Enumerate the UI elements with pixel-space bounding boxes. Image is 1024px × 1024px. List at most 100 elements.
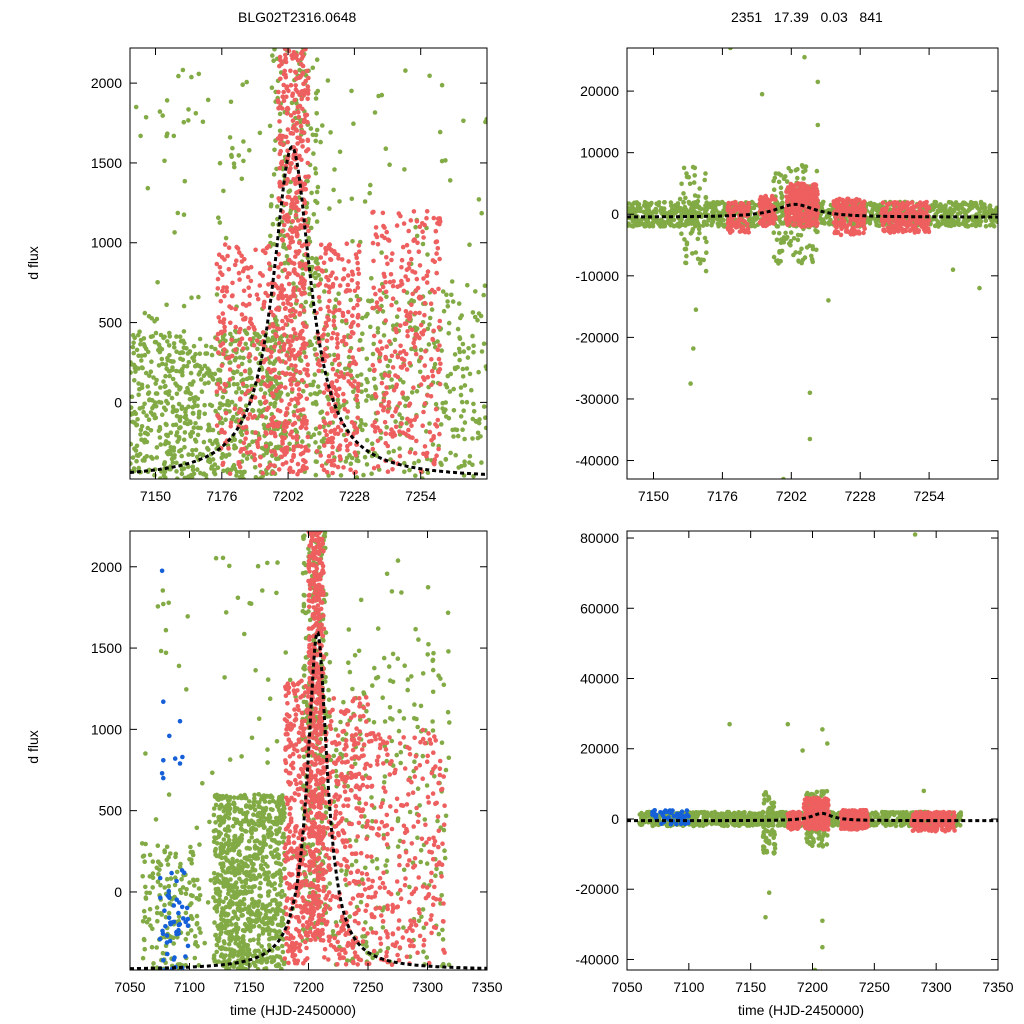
data-point [427, 73, 432, 79]
data-point [354, 393, 360, 399]
data-point [193, 421, 198, 426]
data-point [345, 409, 351, 414]
data-point [353, 252, 359, 257]
data-point [455, 326, 461, 332]
data-point [197, 336, 203, 342]
data-point [234, 473, 239, 478]
data-point [345, 443, 350, 449]
data-point [391, 448, 397, 454]
data-point [272, 431, 277, 436]
data-point [831, 199, 837, 204]
data-point [280, 142, 286, 148]
data-point [246, 354, 251, 360]
data-point [287, 346, 292, 352]
data-point [312, 391, 318, 396]
data-point [788, 230, 794, 235]
data-point [409, 423, 414, 429]
data-point [130, 394, 135, 400]
data-point [179, 406, 185, 412]
data-point [334, 378, 340, 384]
data-point [634, 222, 640, 228]
data-point [183, 475, 189, 479]
data-point [236, 153, 242, 158]
data-point [725, 208, 731, 213]
data-point [274, 307, 279, 312]
data-point [299, 61, 304, 67]
data-point [370, 240, 376, 246]
data-point [462, 383, 468, 388]
data-point [412, 237, 418, 242]
data-point [628, 207, 633, 212]
data-point [396, 211, 402, 216]
data-point [323, 247, 329, 253]
data-point [241, 476, 246, 479]
data-point [315, 184, 321, 190]
data-point [190, 452, 195, 458]
data-point [436, 325, 442, 330]
data-point [371, 333, 377, 339]
data-point [271, 415, 276, 420]
data-point [174, 391, 180, 397]
data-point [288, 294, 294, 300]
data-point [793, 182, 799, 187]
data-point [935, 222, 941, 227]
data-point [759, 91, 765, 97]
data-point [418, 469, 424, 475]
data-point [152, 415, 158, 421]
data-point [775, 224, 781, 229]
data-point [220, 336, 226, 342]
data-point [326, 453, 332, 459]
data-point [965, 224, 970, 229]
data-point [312, 372, 318, 377]
x-tick-label: 7150 [140, 488, 171, 504]
data-point [229, 293, 235, 299]
data-point [282, 428, 288, 434]
data-point [255, 441, 260, 447]
data-point [156, 399, 162, 405]
data-point [177, 448, 182, 454]
data-point [159, 412, 165, 418]
data-point [147, 373, 152, 379]
data-point [305, 91, 311, 96]
data-point [239, 361, 245, 367]
data-point [471, 409, 477, 414]
data-point [386, 373, 392, 379]
data-point [378, 296, 383, 301]
data-point [814, 168, 820, 174]
data-point [807, 223, 813, 228]
data-point [269, 349, 274, 355]
data-point [152, 319, 157, 324]
data-point [452, 352, 458, 357]
data-point [328, 130, 333, 135]
data-point [370, 305, 375, 311]
data-point [176, 436, 182, 442]
data-point [481, 341, 487, 347]
data-point [316, 295, 322, 300]
data-point [327, 420, 333, 426]
data-point [352, 288, 358, 294]
data-point [265, 373, 270, 379]
data-point [348, 461, 354, 467]
data-point [336, 256, 341, 261]
data-point [772, 213, 777, 218]
data-point [451, 434, 456, 439]
data-point [350, 313, 355, 319]
data-point [343, 438, 349, 443]
data-point [798, 196, 803, 202]
data-point [795, 215, 800, 220]
data-point [416, 249, 422, 254]
data-point [630, 224, 636, 229]
data-point [370, 423, 375, 428]
data-point [424, 215, 429, 221]
data-point [827, 221, 833, 227]
data-point [313, 138, 319, 144]
data-point [739, 228, 744, 234]
data-point [307, 291, 312, 297]
data-point [371, 341, 377, 347]
data-point [245, 274, 251, 280]
data-point [189, 429, 195, 435]
data-point [277, 375, 282, 381]
data-point [290, 197, 295, 203]
data-point [265, 370, 270, 375]
data-point [403, 274, 408, 279]
